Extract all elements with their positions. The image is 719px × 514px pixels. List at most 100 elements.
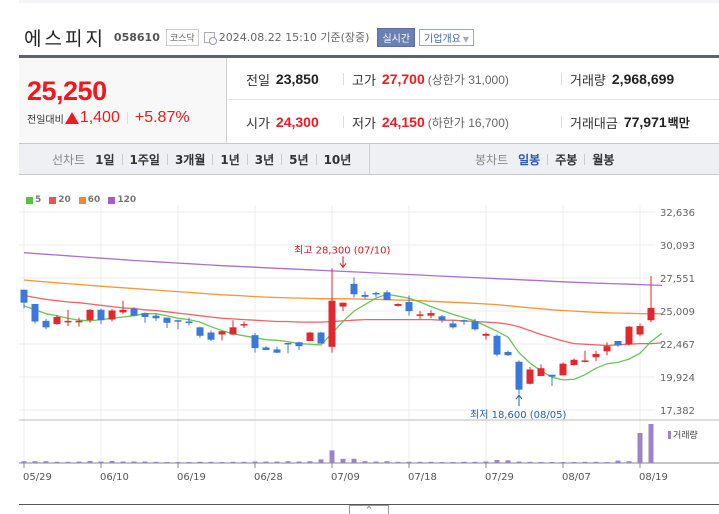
period-weekly[interactable]: 주봉 xyxy=(555,152,578,167)
candle-down xyxy=(504,352,512,356)
x-tick-label: 07/29 xyxy=(485,472,514,483)
volume-bar xyxy=(87,460,93,463)
candle-down xyxy=(97,309,105,321)
period-monthly[interactable]: 월봉 xyxy=(592,152,615,167)
legend-label: 5 xyxy=(35,195,42,205)
volume-swatch xyxy=(668,430,671,439)
volume-bar xyxy=(439,462,445,463)
candle-up xyxy=(229,327,237,335)
volume-bar xyxy=(582,461,588,463)
legend-ma60[interactable]: 60 xyxy=(78,195,100,205)
volume-bar xyxy=(153,461,159,463)
volume-bar xyxy=(340,458,346,463)
divider xyxy=(315,153,317,165)
stock-code: 058610 xyxy=(113,30,160,44)
candle-down xyxy=(350,283,358,295)
volume-bar xyxy=(241,461,247,463)
up-triangle-icon xyxy=(64,112,79,124)
period-1w[interactable]: 1주일 xyxy=(129,152,160,167)
period-5y[interactable]: 5년 xyxy=(289,152,309,167)
volume-bar xyxy=(428,461,434,463)
change-row: 전일대비 1,400 +5.87% xyxy=(27,109,190,127)
volume-bar xyxy=(43,461,49,463)
y-tick-label: 30,093 xyxy=(660,241,695,252)
volume-bar xyxy=(494,460,500,463)
volume-bar xyxy=(549,462,555,463)
divider xyxy=(246,153,248,165)
line-chart-periods: 선차트 1일 1주일 3개월 1년 3년 5년 10년 xyxy=(19,144,370,174)
prev-close-value: 23,850 xyxy=(275,71,319,87)
y-tick-label: 25,009 xyxy=(660,307,695,318)
candle-up xyxy=(339,302,347,307)
volume-value: 2,968,699 xyxy=(611,71,675,87)
candle-down xyxy=(141,313,149,317)
candle-up xyxy=(306,332,314,341)
candle-down xyxy=(273,349,281,353)
candle-up xyxy=(53,316,61,325)
volume-bar xyxy=(516,461,522,463)
chart-period-bar: 선차트 1일 1주일 3개월 1년 3년 5년 10년 봉차트 일봉 주봉 월봉 xyxy=(19,144,719,175)
candle-up xyxy=(218,331,226,335)
legend-label: 120 xyxy=(117,195,137,205)
volume-bar xyxy=(593,461,599,463)
candle-up xyxy=(328,300,336,347)
realtime-button[interactable]: 실시간 xyxy=(377,27,416,47)
candle-up xyxy=(86,309,94,321)
x-tick-label: 06/19 xyxy=(177,472,206,483)
x-tick-label: 08/19 xyxy=(639,472,668,483)
low-value: 24,150 xyxy=(381,114,425,130)
candlestick-chart[interactable]: 32,636 30,093 27,551 25,009 22,467 19,924 17,3… xyxy=(0,200,719,505)
line-chart-label: 선차트 xyxy=(52,152,86,167)
ma120-line xyxy=(23,252,663,287)
legend-ma20[interactable]: 20 xyxy=(49,195,71,205)
candle-up xyxy=(570,359,578,365)
candle-down xyxy=(493,335,501,355)
volume-label: 거래량 xyxy=(570,72,606,88)
candle-chart-label: 봉차트 xyxy=(475,152,509,167)
candle-down xyxy=(163,317,171,323)
period-10y[interactable]: 10년 xyxy=(323,152,352,167)
legend-ma5[interactable]: 5 xyxy=(26,195,41,205)
high-value: 27,700 xyxy=(381,71,425,87)
volume-bar xyxy=(637,433,643,463)
volume-bar xyxy=(197,461,203,463)
candle-down xyxy=(130,308,138,316)
candle-down xyxy=(185,321,193,324)
volume-bar xyxy=(54,461,60,463)
collapse-chart-button[interactable]: ^ xyxy=(349,505,389,514)
divider xyxy=(547,153,549,165)
volume-bar xyxy=(109,460,115,463)
x-tick-label: 07/09 xyxy=(331,472,360,483)
candle-down xyxy=(174,320,182,322)
period-daily[interactable]: 일봉 xyxy=(518,152,541,167)
company-overview-dropdown[interactable]: 기업개요 ▼ xyxy=(419,28,475,46)
period-1d[interactable]: 1일 xyxy=(95,152,115,167)
legend-ma120[interactable]: 120 xyxy=(108,195,136,205)
volume-bar xyxy=(175,462,181,463)
volume-bar xyxy=(472,461,478,463)
open-value: 24,300 xyxy=(275,114,319,130)
candle-down xyxy=(361,294,369,297)
candle-down xyxy=(196,327,204,336)
volume-bar xyxy=(505,460,511,463)
volume-bar xyxy=(527,461,533,463)
high-cell: 고가 27,700 (상한가 31,000) xyxy=(343,58,509,100)
high-label: 고가 xyxy=(352,72,376,88)
volume-bar xyxy=(252,461,258,463)
ma5-line xyxy=(23,293,663,381)
volume-bar xyxy=(21,461,27,463)
candle-up xyxy=(537,368,545,377)
period-3y[interactable]: 3년 xyxy=(254,152,275,167)
volume-bar xyxy=(483,461,489,463)
candle-down xyxy=(614,340,622,346)
arrow-down-icon xyxy=(339,262,347,269)
change-value: 1,400 xyxy=(79,109,120,126)
y-tick-label: 22,467 xyxy=(660,340,695,351)
y-tick-label: 32,636 xyxy=(660,208,695,219)
volume-bar xyxy=(406,461,412,463)
timestamp: 2024.08.22 15:10 기준(장중) xyxy=(218,31,370,44)
candle-chart-periods: 봉차트 일봉 주봉 월봉 xyxy=(371,144,719,174)
period-3m[interactable]: 3개월 xyxy=(174,152,206,167)
period-1y[interactable]: 1년 xyxy=(220,152,240,167)
candle-up xyxy=(119,309,127,313)
